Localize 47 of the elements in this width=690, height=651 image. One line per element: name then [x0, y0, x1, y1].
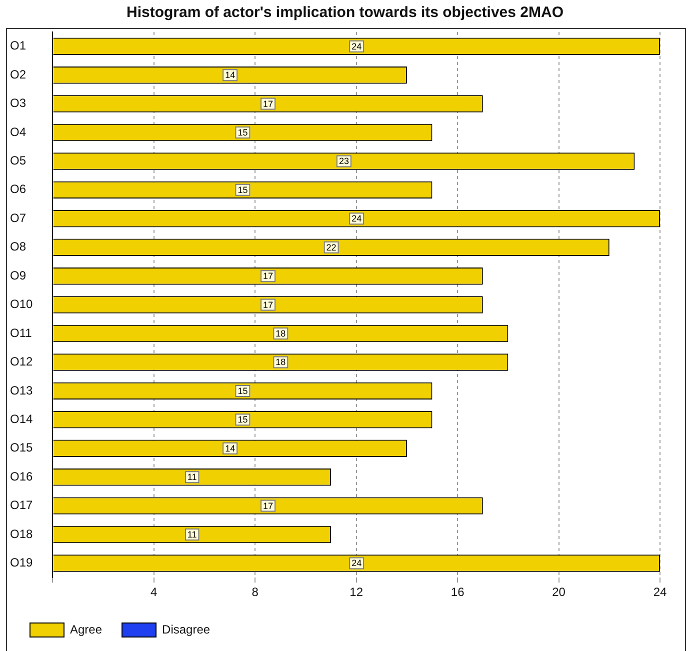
y-tick-label: O11: [10, 326, 32, 340]
data-label: 15: [238, 127, 248, 138]
y-tick-label: O14: [10, 412, 34, 426]
y-tick-label: O18: [10, 526, 34, 541]
y-tick-label: O19: [10, 556, 34, 570]
y-tick-label: O6: [10, 182, 26, 196]
y-tick-label: O7: [10, 210, 26, 225]
data-label: 15: [238, 184, 248, 195]
y-tick-label: O4: [10, 124, 26, 139]
y-tick-label: O15: [10, 440, 34, 455]
y-tick-label: O12: [10, 354, 34, 369]
data-label: 17: [263, 500, 274, 511]
data-label: 22: [326, 242, 336, 252]
legend-label: Disagree: [162, 622, 210, 636]
y-tick-label: O13: [10, 383, 34, 398]
data-label: 14: [225, 443, 236, 454]
x-tick-label: 12: [350, 585, 364, 600]
data-label: 24: [352, 558, 362, 568]
x-tick-label: 4: [150, 585, 158, 600]
y-tick-label: O16: [10, 469, 34, 484]
data-label: 14: [225, 70, 236, 80]
x-tick-label: 20: [552, 585, 566, 600]
data-label: 18: [276, 328, 286, 338]
data-label: 24: [352, 41, 362, 52]
data-label: 24: [352, 214, 362, 224]
x-tick-label: 16: [450, 585, 465, 600]
x-tick-label: 24: [653, 585, 667, 600]
y-tick-label: O3: [10, 96, 26, 110]
x-tick-label: 8: [252, 585, 259, 600]
data-label: 15: [238, 386, 248, 396]
y-tick-label: O2: [10, 67, 26, 82]
y-tick-label: O8: [10, 240, 26, 254]
y-tick-label: O1: [10, 38, 26, 53]
data-label: 18: [276, 357, 286, 368]
y-tick-label: O17: [10, 498, 34, 512]
y-tick-label: O9: [10, 268, 26, 282]
y-tick-label: O5: [10, 154, 26, 168]
data-label: 17: [263, 98, 274, 109]
chart-title: Histogram of actor's implication towards its objectives 2MAO: [126, 4, 564, 21]
data-label: 17: [263, 300, 274, 310]
y-tick-label: O10: [10, 297, 34, 312]
data-label: 17: [263, 271, 274, 282]
legend-label: Agree: [70, 622, 102, 636]
data-label: 11: [187, 472, 197, 482]
data-label: 11: [187, 530, 197, 540]
data-label: 23: [338, 156, 349, 166]
data-label: 15: [238, 414, 248, 425]
